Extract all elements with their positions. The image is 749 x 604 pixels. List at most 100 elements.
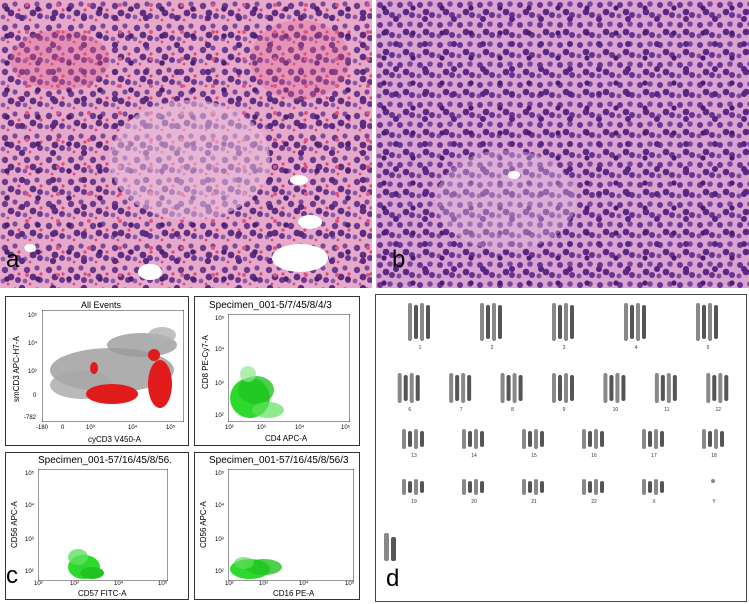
chromosome-label: 7 (460, 407, 463, 413)
flow-plot-2-xlabel: CD4 APC-A (265, 434, 308, 443)
flow-plot-3-ytick: 10⁵ (25, 471, 35, 477)
chromosome-pair (582, 479, 604, 495)
chromosome-label: 21 (531, 499, 537, 505)
chromosome-pair (706, 373, 729, 403)
flow-plot-2-ytick: 10³ (215, 381, 224, 387)
flow-plot-2-scatter (228, 314, 350, 422)
flow-plot-1-xtick: 0 (61, 425, 65, 431)
flow-plot-4-scatter (228, 469, 354, 581)
flow-plot-1-scatter (42, 310, 184, 422)
chromosome-pair (654, 373, 677, 403)
chromosome-pair (500, 373, 523, 403)
flow-plot-3-ytick: 10² (25, 569, 34, 575)
chromosome-pair (480, 303, 502, 341)
flow-plot-4-ytick: 10⁵ (215, 471, 225, 477)
flow-plot-3-xtick: 10⁵ (158, 581, 168, 587)
flow-plot-1-ylabel: smCD3 APC-H7-A (12, 336, 21, 402)
chromosome-label: 10 (613, 407, 619, 413)
chromosome-pair (449, 373, 472, 403)
chromosome-pair (642, 429, 664, 449)
flow-plot-1-xtick: 10⁵ (166, 425, 176, 431)
chromosome-label: 2 (491, 345, 494, 351)
flow-plot-1-ytick: 0 (33, 393, 37, 399)
flow-plot-4-ytick: 10² (215, 569, 224, 575)
flow-plot-4-ytick: 10⁴ (215, 503, 225, 509)
flow-plot-1-ytick: 10⁴ (28, 341, 38, 347)
flow-plot-1-xtick: 10⁴ (128, 425, 138, 431)
flow-plot-1-ytick: 10⁵ (28, 313, 38, 319)
chromosome-label: 8 (511, 407, 514, 413)
chromosome-pair (696, 303, 718, 341)
flow-plot-2: Specimen_001-5/7/45/8/4/3 CD8 PE-Cy7-A C… (194, 296, 360, 446)
chromosome-pair (522, 479, 544, 495)
chromosome-pair (522, 429, 544, 449)
flow-plot-3-xtick: 10⁴ (114, 581, 124, 587)
flow-plot-4: Specimen_001-57/16/45/8/56/3 CD56 APC-A … (194, 452, 360, 600)
chromosome-label: 13 (411, 453, 417, 459)
histology-image-b (376, 0, 749, 288)
flow-plot-2-xtick: 10² (225, 425, 234, 431)
flow-plot-4-xtick: 10⁴ (299, 581, 309, 587)
flow-plot-3-title: Specimen_001-57/16/45/8/56. (38, 455, 172, 466)
flow-plot-4-xtick: 10² (225, 581, 234, 587)
flow-plot-4-ytick: 10³ (215, 537, 224, 543)
panel-d: 1 2 3 4 5 6 7 8 9 10 11 12 13 14 15 16 17 18 19 20 21 22 X Y d (375, 294, 747, 602)
chromosome-pair (711, 479, 715, 483)
flow-plot-1-xtick: -180 (36, 425, 49, 431)
chromosome-pair (642, 479, 664, 495)
chromosome-pair (408, 303, 430, 341)
chromosome-label: 4 (635, 345, 638, 351)
panel-a: a (0, 0, 372, 288)
flow-plot-2-xtick: 10⁵ (341, 425, 351, 431)
panel-letter-b: b (392, 246, 406, 273)
chromosome-pair (397, 373, 420, 403)
flow-plot-2-xtick: 10³ (257, 425, 266, 431)
chromosome-label: 12 (716, 407, 722, 413)
chromosome-label: 14 (471, 453, 477, 459)
chromosome-label: 3 (563, 345, 566, 351)
flow-plot-1-ytick: -782 (24, 415, 37, 421)
chromosome-label: 11 (664, 407, 669, 413)
flow-plot-3-xtick: 10² (34, 581, 43, 587)
chromosome-pair (402, 429, 424, 449)
flow-plot-3: Specimen_001-57/16/45/8/56. CD56 APC-A C… (5, 452, 189, 600)
chromosome-label: 20 (471, 499, 477, 505)
marker-chromosome (384, 533, 396, 561)
chromosome-label: 9 (563, 407, 566, 413)
chromosome-label: 17 (651, 453, 657, 459)
flow-plot-2-ytick: 10² (215, 413, 224, 419)
flow-plot-4-xtick: 10⁵ (345, 581, 355, 587)
flow-plot-1-xtick: 10³ (86, 425, 95, 431)
flow-plot-3-ylabel: CD56 APC-A (10, 501, 19, 548)
chromosome-pair (702, 429, 724, 449)
flow-plot-2-ytick: 10⁴ (215, 347, 225, 353)
panel-c: All Events smCD3 APC-H7-A cyCD3 V450-A -… (2, 294, 364, 602)
flow-plot-1: All Events smCD3 APC-H7-A cyCD3 V450-A -… (5, 296, 189, 446)
chromosome-label: 5 (707, 345, 710, 351)
chromosome-pair (582, 429, 604, 449)
flow-plot-3-ytick: 10⁴ (25, 503, 35, 509)
panel-letter-a: a (6, 246, 20, 273)
chromosome-label: X (652, 499, 656, 505)
chromosome-label: 18 (711, 453, 717, 459)
panel-letter-c: c (6, 562, 18, 589)
histology-image-a (0, 0, 372, 288)
flow-plot-3-xtick: 10³ (70, 581, 79, 587)
flow-plot-4-title: Specimen_001-57/16/45/8/56/3 (209, 455, 349, 466)
chromosome-pair (552, 373, 574, 403)
flow-plot-1-xlabel: cyCD3 V450-A (88, 435, 141, 444)
chromosome-pair (624, 303, 646, 341)
flow-plot-3-scatter (38, 469, 168, 581)
flow-plot-1-ytick: 10³ (28, 369, 37, 375)
flow-plot-4-xtick: 10³ (259, 581, 268, 587)
flow-plot-1-title: All Events (81, 300, 122, 310)
chromosome-label: 22 (591, 499, 597, 505)
flow-plot-2-xtick: 10⁴ (295, 425, 305, 431)
flow-plot-4-xlabel: CD16 PE-A (273, 589, 315, 598)
chromosome-pair (552, 303, 574, 341)
flow-plot-3-ytick: 10³ (25, 537, 34, 543)
chromosome-label: 16 (591, 453, 597, 459)
flow-plot-2-ylabel: CD8 PE-Cy7-A (201, 335, 210, 389)
flow-plot-3-xlabel: CD57 FITC-A (78, 589, 127, 598)
